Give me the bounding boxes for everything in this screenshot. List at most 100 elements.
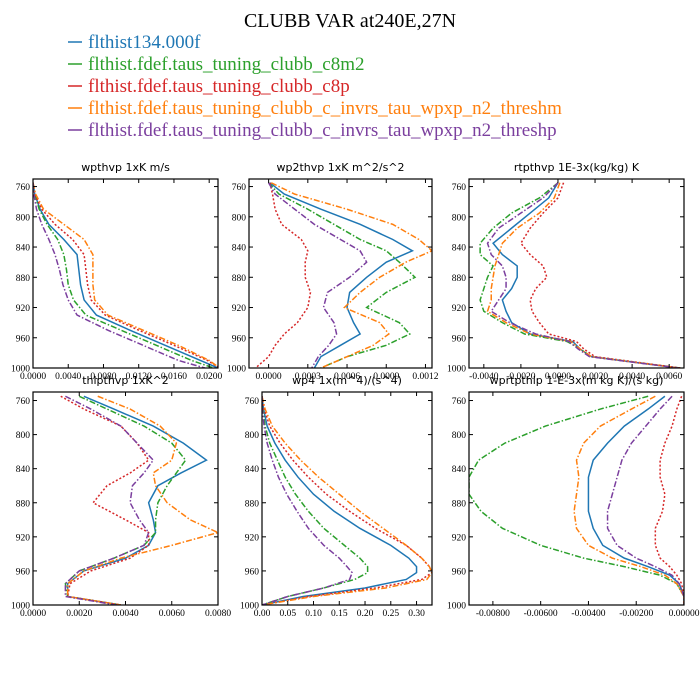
y-tick-label: 880 <box>452 499 467 509</box>
y-tick-label: 880 <box>452 274 467 284</box>
x-tick-label: 0.0060 <box>656 372 682 382</box>
y-tick-label: 800 <box>16 213 31 223</box>
x-tick-label: 0.0003 <box>295 372 321 382</box>
legend: flthist134.000fflthist.fdef.taus_tuning_… <box>68 32 562 141</box>
x-tick-label: 0.0060 <box>159 609 185 619</box>
y-tick-label: 1000 <box>11 365 30 375</box>
x-tick-label: -0.00600 <box>524 609 558 619</box>
plot-frame <box>468 391 685 606</box>
y-tick-label: 960 <box>16 567 31 577</box>
series-line <box>262 396 432 605</box>
x-tick-label: 0.0040 <box>55 372 81 382</box>
series-line <box>64 395 187 605</box>
legend-entry: flthist.fdef.taus_tuning_clubb_c8m2 <box>88 54 365 75</box>
y-tick-label: 1000 <box>11 602 30 612</box>
y-tick-label: 960 <box>16 334 31 344</box>
series-line <box>66 395 218 605</box>
x-tick-label: 0.0000 <box>20 372 46 382</box>
y-tick-label: 760 <box>452 397 467 407</box>
legend-entry: flthist.fdef.taus_tuning_clubb_c8p <box>88 76 350 97</box>
x-tick-label: 0.0160 <box>161 372 187 382</box>
y-tick-label: 840 <box>16 465 31 475</box>
plot-frame <box>248 178 433 369</box>
y-tick-label: 880 <box>16 499 31 509</box>
figure-title: CLUBB VAR at240E,27N <box>244 10 456 32</box>
series-line <box>654 395 684 605</box>
series-line <box>606 395 684 605</box>
series-line <box>33 182 205 368</box>
series-line <box>66 395 208 605</box>
series-line <box>479 182 681 368</box>
chart-panel: thlpthvp 1xK^2 760 800 840 880 920 960 1000 0.00… <box>11 374 231 619</box>
legend-entry: flthist.fdef.taus_tuning_clubb_c_invrs_t… <box>88 98 562 119</box>
series-line <box>262 396 369 605</box>
series-line <box>469 395 684 605</box>
series-line <box>492 182 679 368</box>
y-tick-label: 880 <box>245 499 260 509</box>
x-tick-label: 0.10 <box>305 609 322 619</box>
chart-panel: rtpthvp 1E-3x(kg/kg) K 760 800 840 880 920 960… <box>447 161 685 382</box>
chart-panel: wpthvp 1xK m/s76080084088092096010000.00… <box>11 161 223 382</box>
y-tick-label: 800 <box>16 431 31 441</box>
panel-title: thlpthvp 1xK^2 <box>82 374 169 387</box>
x-tick-label: 0.30 <box>408 609 425 619</box>
x-tick-label: 0.25 <box>382 609 399 619</box>
y-tick-label: 920 <box>452 533 467 543</box>
x-tick-label: -0.00200 <box>619 609 653 619</box>
y-tick-label: 760 <box>452 183 467 193</box>
plot-frame <box>468 178 685 369</box>
x-tick-label: 0.00 <box>254 609 271 619</box>
y-tick-label: 1000 <box>227 365 246 375</box>
y-tick-label: 920 <box>16 533 31 543</box>
series-line <box>64 395 155 605</box>
y-tick-label: 800 <box>452 431 467 441</box>
series-line <box>486 182 679 368</box>
x-tick-label: 0.0000 <box>256 372 282 382</box>
series-line <box>519 182 681 368</box>
y-tick-label: 960 <box>245 567 260 577</box>
y-tick-label: 1000 <box>240 602 259 612</box>
plot-frame <box>32 178 219 369</box>
y-tick-label: 840 <box>452 465 467 475</box>
chart-panel: wprtpthlp 1-E-3x(m kg K)/(s kg) 760 800 840… <box>447 374 700 619</box>
x-tick-label: 0.20 <box>357 609 374 619</box>
x-tick-label: 0.00000 <box>669 609 700 619</box>
x-tick-label: 0.0009 <box>373 372 399 382</box>
x-tick-label: -0.00800 <box>476 609 510 619</box>
y-tick-label: 960 <box>232 334 247 344</box>
series-line <box>262 396 432 605</box>
panel-title: wp2thvp 1xK m^2/s^2 <box>276 161 404 174</box>
series-line <box>573 395 684 605</box>
x-tick-label: -0.0020 <box>506 372 536 382</box>
series-line <box>486 182 679 368</box>
series-line <box>60 395 150 605</box>
series-line <box>33 182 218 368</box>
panel-title: wpthvp 1xK m/s <box>81 161 170 174</box>
x-tick-label: 0.0000 <box>545 372 571 382</box>
x-tick-label: 0.0040 <box>112 609 138 619</box>
y-tick-label: 840 <box>452 244 467 254</box>
y-tick-label: 760 <box>16 397 31 407</box>
legend-entry: flthist134.000f <box>88 32 201 53</box>
x-tick-label: 0.0040 <box>619 372 645 382</box>
series-line <box>255 182 312 368</box>
y-tick-label: 880 <box>16 274 31 284</box>
series-line <box>33 182 214 368</box>
y-tick-label: 760 <box>16 183 31 193</box>
y-tick-label: 880 <box>232 274 247 284</box>
y-tick-label: 920 <box>245 533 260 543</box>
series-line <box>262 396 354 605</box>
series-line <box>267 182 368 368</box>
y-tick-label: 960 <box>452 567 467 577</box>
y-tick-label: 760 <box>245 397 260 407</box>
y-tick-label: 920 <box>16 304 31 314</box>
chart-panel: wp2thvp 1xK m^2/s^2 760 800 840 880 920 960 100… <box>227 161 439 382</box>
series-line <box>262 396 418 605</box>
y-tick-label: 840 <box>232 244 247 254</box>
x-tick-label: 0.0020 <box>582 372 608 382</box>
panel-title: wprtpthlp 1-E-3x(m kg K)/(s kg) <box>490 374 664 387</box>
series-line <box>33 182 218 368</box>
panel-title: wp4 1x(m^4)/(s^4) <box>292 374 402 387</box>
x-tick-label: 0.0012 <box>412 372 438 382</box>
series-line <box>268 182 417 368</box>
